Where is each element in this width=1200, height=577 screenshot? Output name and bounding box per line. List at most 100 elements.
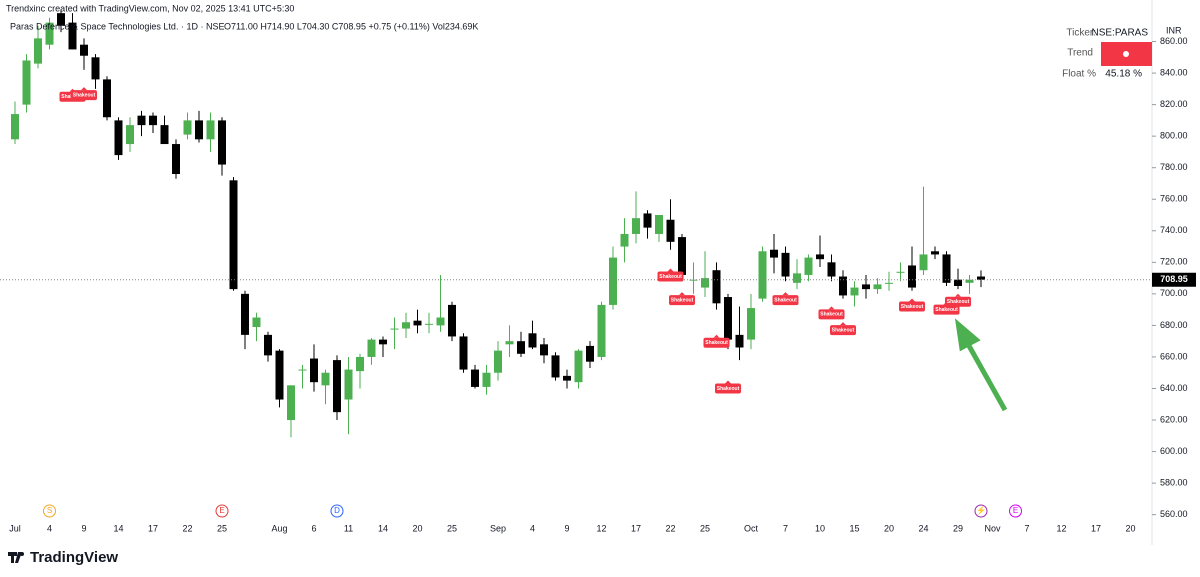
candle-body [160, 125, 169, 145]
shakeout-tag [830, 325, 856, 336]
x-tick-label: 17 [631, 523, 641, 533]
x-tick-label: 4 [530, 523, 535, 533]
candle-body [643, 213, 652, 228]
plot-area: 560.00 580.00 600.00 620.00 640.00 660.00 680.… [0, 0, 1196, 545]
y-tick-label: 780.00 [1160, 162, 1188, 172]
shakeout-label: Shakeout [659, 274, 682, 280]
candle-body [609, 257, 617, 305]
candle-body [724, 297, 732, 340]
candle-body [701, 278, 709, 288]
event-marker [330, 504, 344, 518]
x-tick-label: 25 [217, 523, 227, 533]
candle-body [551, 355, 560, 378]
y-tick-label: 560.00 [1160, 509, 1188, 519]
candle-body [505, 341, 514, 345]
event-marker [1009, 504, 1022, 518]
shakeout-pointer [840, 322, 846, 326]
y-tick-label: 680.00 [1160, 320, 1188, 330]
candle-body [528, 333, 537, 348]
candle-body [816, 254, 824, 260]
candle-body [632, 218, 640, 234]
candle-body [103, 79, 111, 118]
candle-body [57, 13, 65, 26]
shakeout-tag [945, 296, 971, 307]
x-tick-label: 9 [564, 523, 569, 533]
x-tick-label: 14 [378, 523, 388, 533]
candle-body [149, 115, 157, 126]
x-tick-label: 7 [1024, 523, 1029, 533]
candle-body [448, 304, 456, 337]
x-tick-label: Aug [271, 523, 287, 533]
float-value: 45.18 % [1105, 69, 1142, 80]
x-tick-label: 4 [47, 523, 52, 533]
candle-body [298, 369, 307, 371]
x-tick-label: 14 [113, 523, 123, 533]
shakeout-tag [772, 295, 799, 306]
event-label: ⚡ [976, 505, 986, 515]
shakeout-pointer [81, 87, 87, 91]
y-tick-label: 800.00 [1160, 131, 1188, 141]
candle-body [310, 358, 318, 383]
candle-body [666, 219, 675, 242]
candle-body [563, 375, 571, 381]
x-tick-label: 22 [182, 523, 192, 533]
candle-body [931, 251, 939, 255]
candle-body [218, 120, 226, 165]
shakeout-label: Shakeout [705, 340, 728, 346]
x-tick-label: Jul [9, 523, 21, 533]
arrow-shaft [965, 342, 1008, 412]
candle-body [885, 282, 893, 284]
shakeout-tag [703, 337, 730, 348]
logo-dot [20, 552, 24, 556]
candle-body [908, 265, 916, 288]
event-marker [215, 504, 229, 518]
event-marker [974, 504, 988, 518]
last-price-label: 708.95 [1160, 274, 1188, 284]
candle-body [770, 249, 778, 258]
y-tick-label: 640.00 [1160, 383, 1188, 393]
x-tick-label: 12 [1056, 523, 1066, 533]
shakeout-pointer [725, 380, 731, 384]
candle-body [22, 60, 31, 105]
candle-body [206, 120, 215, 140]
candle-body [712, 270, 721, 304]
candle-body [195, 120, 203, 140]
shakeout-label: Shakeout [774, 298, 797, 304]
x-tick-label: 25 [447, 523, 457, 533]
candle-body [241, 293, 249, 335]
y-tick-label: 720.00 [1160, 257, 1188, 267]
x-tick-label: 25 [700, 523, 710, 533]
candle-body [896, 271, 905, 273]
x-tick-label: 29 [953, 523, 963, 533]
symbol: Paras Defence & Space Technologies Ltd. … [10, 21, 224, 31]
candle-body [850, 287, 859, 296]
candle-body [735, 334, 744, 348]
candle-body [494, 350, 502, 373]
logo: TradingView [8, 549, 118, 566]
y-tick-label: 740.00 [1160, 225, 1188, 235]
x-tick-label: 22 [665, 523, 675, 533]
x-tick-label: 20 [412, 523, 422, 533]
candle-body [34, 38, 42, 64]
event-marker [43, 504, 56, 518]
candle-body [390, 328, 399, 330]
candle-body [586, 345, 594, 362]
shakeout-pointer [909, 298, 915, 302]
shakeout-tag [657, 271, 684, 282]
y-tick-label: 580.00 [1160, 477, 1188, 487]
candle-body [758, 251, 767, 299]
x-tick-label: Nov [984, 523, 1001, 533]
candle-body [275, 350, 284, 400]
candle-body [126, 125, 134, 145]
shakeout-tag [818, 309, 845, 320]
candle-body [252, 317, 261, 327]
candle-body [91, 57, 100, 80]
y-tick-label: 600.00 [1160, 446, 1188, 456]
x-tick-label: 9 [81, 523, 86, 533]
candle-body [379, 339, 387, 345]
candle-body [873, 284, 882, 290]
x-tick-label: 17 [148, 523, 158, 533]
candle-body [436, 317, 445, 326]
candle-body [678, 237, 686, 275]
shakeout-label: Shakeout [901, 304, 924, 310]
